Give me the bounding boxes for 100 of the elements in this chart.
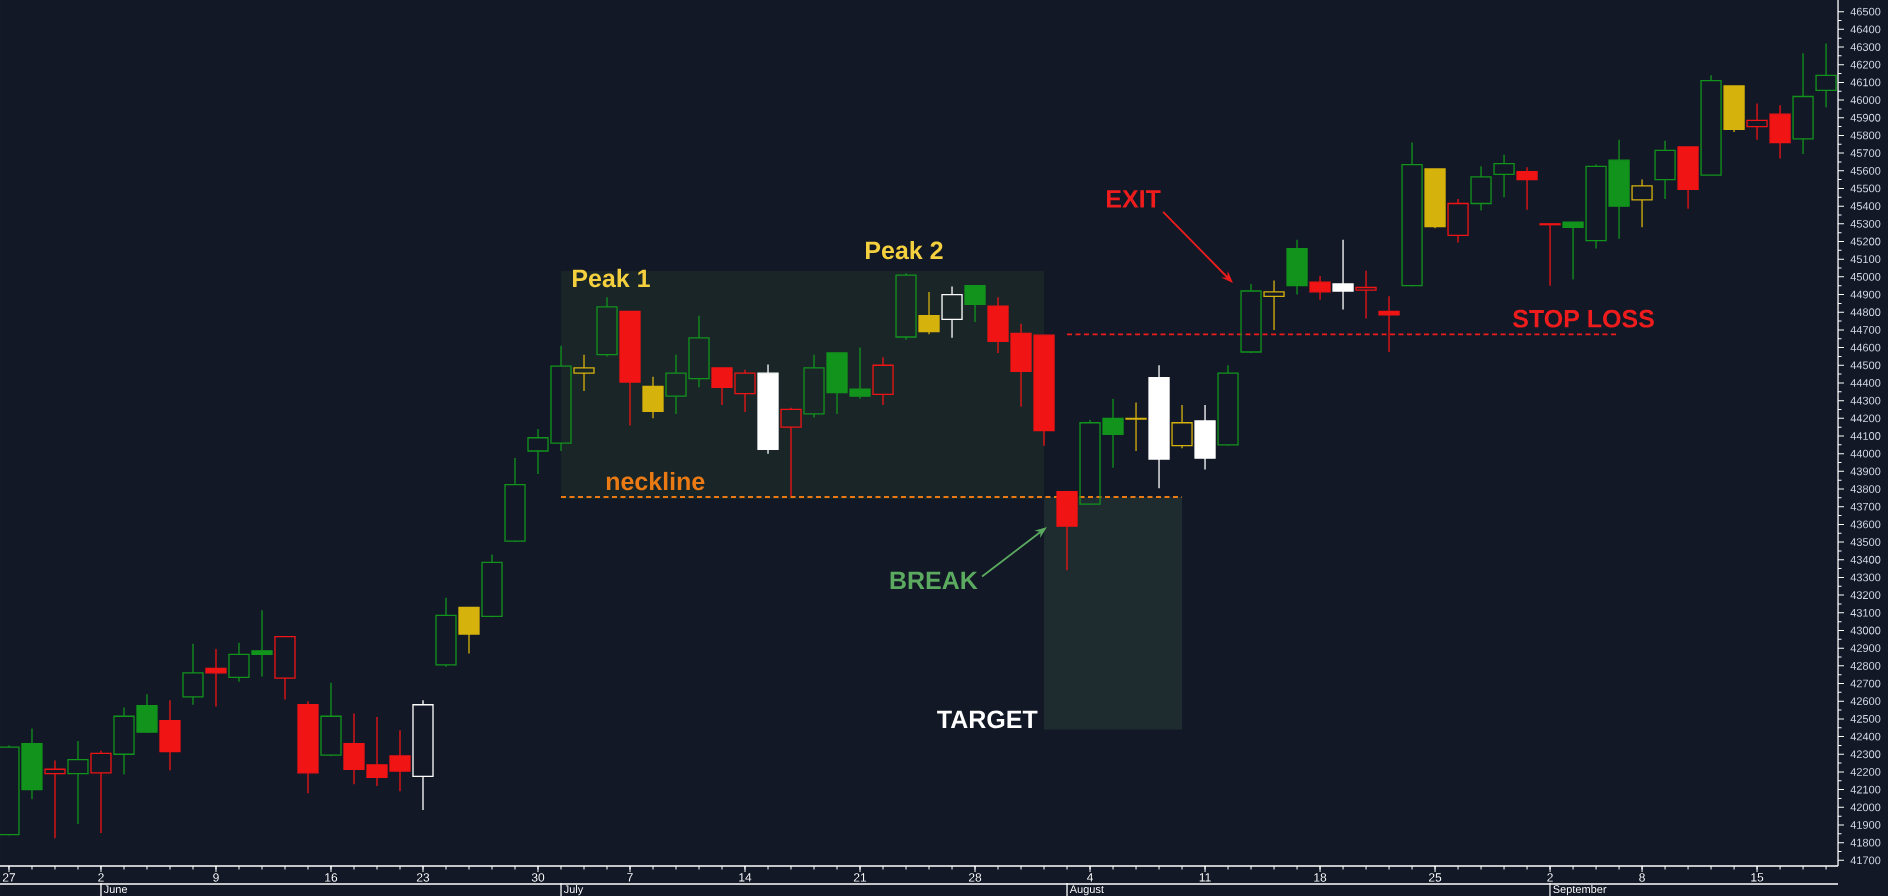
candlestick <box>1815 42 1837 108</box>
y-tick-label: 41700 <box>1850 856 1881 865</box>
candlestick <box>205 648 227 708</box>
candlestick <box>1516 166 1538 211</box>
candlestick <box>67 740 89 825</box>
candlestick <box>1148 364 1170 489</box>
y-tick-label: 46200 <box>1850 60 1881 69</box>
annotation: EXIT <box>1107 190 1161 208</box>
candlestick <box>481 553 503 618</box>
y-tick-label: 42300 <box>1850 750 1881 759</box>
candlestick <box>90 750 112 834</box>
x-tick-label: 9 <box>213 873 219 882</box>
candlestick <box>1401 141 1423 288</box>
candlestick <box>1493 154 1515 198</box>
y-tick-label: 43900 <box>1850 467 1881 476</box>
candlestick <box>596 296 618 358</box>
candlestick <box>159 699 181 771</box>
candlestick <box>1194 404 1216 471</box>
y-tick-label: 42700 <box>1850 679 1881 688</box>
y-tick-label: 45400 <box>1850 202 1881 211</box>
y-tick-label: 43400 <box>1850 555 1881 564</box>
candlestick <box>872 356 894 406</box>
y-tick-label: 43500 <box>1850 538 1881 546</box>
x-tick-label: 7 <box>627 873 633 882</box>
x-tick-label: 2 <box>1547 873 1553 882</box>
candlestick <box>1125 401 1147 452</box>
y-tick-label: 46400 <box>1850 25 1881 34</box>
text: July <box>563 885 584 896</box>
y-tick-label: 44700 <box>1850 326 1881 334</box>
candlestick <box>642 376 664 419</box>
candlestick <box>918 291 940 335</box>
y-tick-label: 44400 <box>1850 379 1881 387</box>
annotation: Peak 1 <box>573 268 650 288</box>
y-tick-label: 46500 <box>1850 7 1881 16</box>
y-tick-label: 44500 <box>1850 361 1881 370</box>
y-tick-label: 46000 <box>1850 96 1881 104</box>
text: August <box>1069 885 1104 896</box>
x-tick-label: 25 <box>1428 873 1442 882</box>
y-tick-label: 43600 <box>1850 520 1881 529</box>
candlestick <box>44 759 66 839</box>
y-tick-label: 45100 <box>1850 255 1881 264</box>
x-tick-label: 8 <box>1639 873 1645 882</box>
candlestick <box>1217 364 1239 447</box>
candlestick <box>1240 283 1262 354</box>
y-tick-label: 46100 <box>1850 78 1881 87</box>
y-tick-label: 46300 <box>1850 43 1881 51</box>
candlestick <box>1631 178 1653 229</box>
series-label: neckline <box>606 471 705 491</box>
y-tick-label: 43300 <box>1850 573 1881 582</box>
x-tick-label: 11 <box>1199 873 1211 882</box>
candlestick <box>435 597 457 668</box>
y-tick-label: 41900 <box>1850 821 1881 829</box>
y-tick-label: 42200 <box>1850 768 1881 776</box>
x-tick-label: 16 <box>325 873 338 882</box>
y-tick-label: 42100 <box>1850 785 1881 794</box>
x-tick-label: 18 <box>1314 873 1327 882</box>
candlestick <box>297 700 319 794</box>
x-tick-label: 28 <box>968 873 982 882</box>
y-tick-label: 44000 <box>1850 449 1881 458</box>
y-tick-label: 44600 <box>1850 343 1881 352</box>
y-tick-label: 42000 <box>1850 803 1881 812</box>
y-tick-label: 42600 <box>1850 697 1881 706</box>
candlestick <box>504 457 526 543</box>
y-tick-label: 43700 <box>1850 502 1881 511</box>
text: June <box>103 885 128 894</box>
y-tick-label: 43100 <box>1850 608 1881 617</box>
candlestick <box>1654 140 1676 200</box>
x-tick-label: 2 <box>98 873 104 882</box>
candlestick <box>320 681 342 757</box>
x-tick-label: 15 <box>1751 873 1764 882</box>
candlestick <box>1171 404 1193 450</box>
y-tick-label: 44300 <box>1850 396 1881 405</box>
candlestick <box>941 285 963 339</box>
annotation: TARGET <box>937 710 1038 729</box>
y-tick-label: 44800 <box>1850 308 1881 317</box>
x-tick-label: 21 <box>853 873 867 882</box>
y-tick-label: 41800 <box>1850 838 1881 847</box>
annotation: Peak 2 <box>866 240 943 260</box>
y-tick-label: 45800 <box>1850 131 1881 140</box>
y-tick-label: 44200 <box>1850 414 1881 423</box>
candlestick <box>1792 52 1814 155</box>
candlestick <box>182 643 204 706</box>
candlestick <box>895 272 917 341</box>
y-tick-label: 45700 <box>1850 149 1881 157</box>
text: September <box>1553 885 1607 896</box>
candlestick <box>412 699 434 811</box>
x-tick-label: 14 <box>739 873 752 882</box>
y-tick-label: 45600 <box>1850 166 1881 175</box>
series-label: STOP LOSS <box>1512 309 1654 328</box>
candlestick <box>757 363 779 455</box>
y-tick-label: 42900 <box>1850 644 1881 653</box>
y-tick-label: 45500 <box>1850 184 1881 193</box>
candlestick <box>1332 239 1354 311</box>
y-tick-label: 42500 <box>1850 715 1881 723</box>
x-tick-label: 4 <box>1086 873 1094 882</box>
candlestick <box>1470 165 1492 212</box>
y-tick-label: 45900 <box>1850 113 1881 122</box>
x-tick-label: 27 <box>2 873 16 882</box>
candlestick <box>1286 239 1308 296</box>
y-tick-label: 43800 <box>1850 485 1881 493</box>
